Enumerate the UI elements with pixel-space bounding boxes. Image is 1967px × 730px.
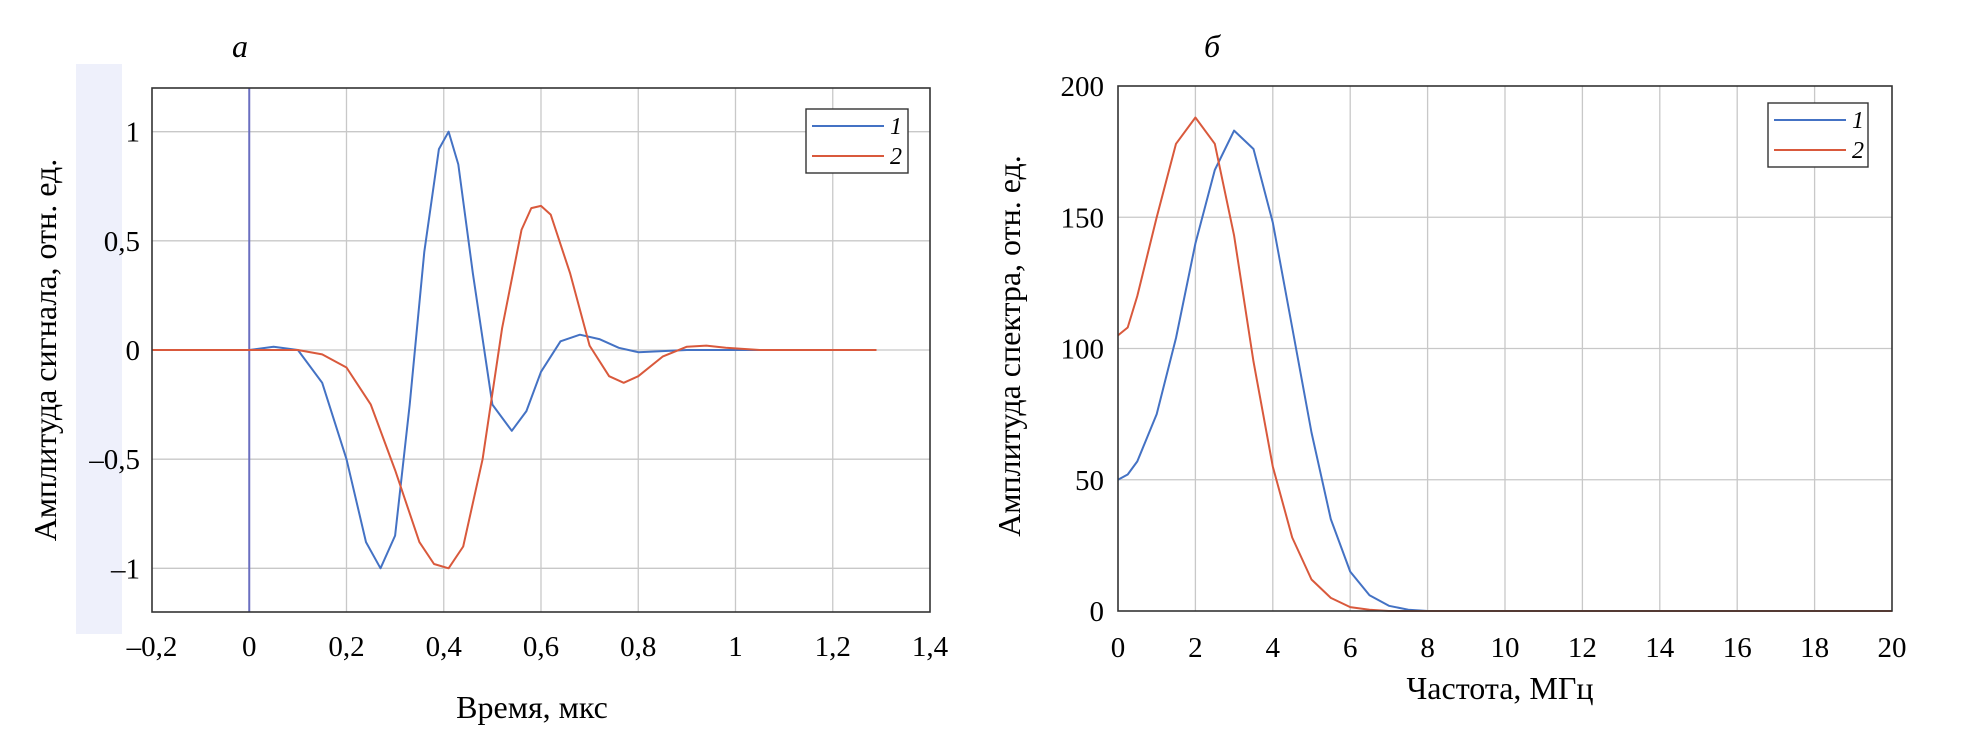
- panel-a-x-tick-label: 0,6: [523, 631, 559, 663]
- panel-b-frame: [1117, 85, 1893, 612]
- panel-a-x-tick-label: 1: [728, 631, 743, 663]
- panel-a-x-tick-label: 0,2: [328, 631, 364, 663]
- panel-b-y-tick-label: 200: [1061, 71, 1105, 103]
- panel-b-y-tick-label: 150: [1061, 202, 1105, 234]
- panel-a-y-axis-label: Амплитуда сигнала, отн. ед.: [27, 159, 63, 542]
- panel-b-legend-label-1: 1: [1852, 108, 1864, 134]
- panel-a-x-tick-label: 0: [242, 631, 257, 663]
- panel-b-x-tick-label: 0: [1111, 632, 1126, 664]
- panel-a-x-axis-label: Время, мкс: [456, 689, 608, 725]
- panel-a-y-tick-label: –0,5: [88, 444, 140, 476]
- panel-a-x-tick-label: 1,2: [815, 631, 851, 663]
- panel-b-legend: 1 2: [1767, 102, 1869, 168]
- panel-b-x-tick-label: 4: [1266, 632, 1281, 664]
- panel-b-y-tick-label: 100: [1061, 334, 1105, 366]
- panel-b-legend-label-2: 2: [1852, 138, 1864, 164]
- panel-a-x-tick-label: 0,8: [620, 631, 656, 663]
- panel-b-x-tick-label: 2: [1188, 632, 1203, 664]
- panel-a-legend-label-1: 1: [890, 114, 902, 140]
- panel-b-y-tick-label: 0: [1090, 596, 1105, 628]
- panel-a-y-tick-label: 0,5: [104, 226, 140, 258]
- highlight-band: [76, 64, 122, 634]
- panel-b-x-axis-label: Частота, МГц: [1407, 670, 1594, 706]
- panel-a-label: а: [232, 28, 248, 64]
- panel-a-x-tick-label: –0,2: [126, 631, 178, 663]
- panel-b-x-tick-label: 20: [1878, 632, 1907, 664]
- panel-a-legend-label-2: 2: [890, 144, 902, 170]
- panel-b-x-tick-label: 12: [1568, 632, 1597, 664]
- panel-a-x-tick-label: 0,4: [426, 631, 463, 663]
- panel-a-series-2-line: [152, 204, 877, 570]
- panel-b-x-tick-label: 6: [1343, 632, 1358, 664]
- panel-b-legend-box: [1767, 102, 1869, 168]
- panel-b-x-tick-label: 16: [1723, 632, 1752, 664]
- panel-b-x-tick-label: 14: [1645, 632, 1675, 664]
- panel-a-legend-box: [805, 108, 909, 174]
- panel-a-chart: а –0,2 0 0,2 0,4 0,6 0,8 1 1,2 1,4 –1 –0,5 0 0,5 1 В…: [27, 28, 949, 725]
- panel-b-x-tick-label: 10: [1491, 632, 1520, 664]
- panel-b-label: б: [1204, 28, 1221, 64]
- panel-a-y-tick-label: 0: [126, 335, 141, 367]
- panel-a-x-tick-label: 1,4: [912, 631, 949, 663]
- panel-b-x-tick-label: 8: [1420, 632, 1435, 664]
- panel-b-x-tick-label: 18: [1800, 632, 1829, 664]
- panel-a-y-tick-label: 1: [126, 117, 141, 149]
- panel-a-frame: [151, 87, 931, 613]
- panel-b-y-tick-label: 50: [1075, 465, 1104, 497]
- panel-a-series-1-line: [152, 130, 877, 570]
- panel-a-legend: 1 2: [805, 108, 909, 174]
- panel-b-y-axis-label: Амплитуда спектра, отн. ед.: [991, 155, 1027, 537]
- panel-a-y-tick-label: –1: [110, 553, 140, 585]
